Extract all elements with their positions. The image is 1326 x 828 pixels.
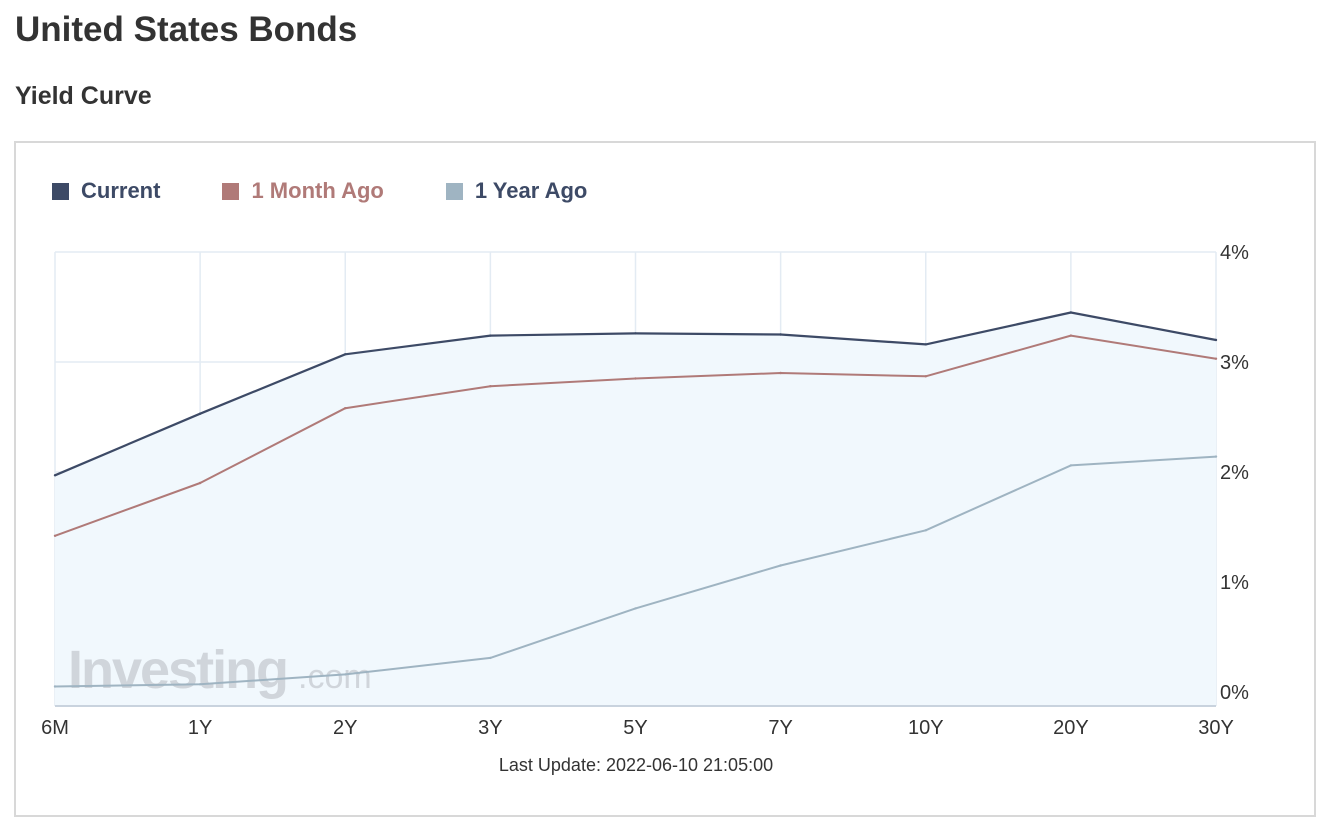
lines-layer [53, 311, 1218, 688]
legend-swatch-1-year-ago [445, 182, 463, 200]
point-current-2y [344, 353, 347, 356]
y-tick-label-1pct: 1% [1220, 572, 1249, 594]
chart-legend: Current 1 Month Ago 1 Year Ago [52, 178, 649, 204]
section-title: Yield Curve [15, 82, 152, 110]
area-layer [55, 312, 1216, 706]
axis-layer: 6M 1Y 2Y 3Y 5Y 7Y 10Y 20Y 30Y 0% 1% 2% 3% 4% [41, 242, 1249, 739]
watermark-logo: Investing [68, 640, 287, 700]
point-current-5y [634, 332, 637, 335]
area-current [55, 312, 1216, 706]
point-current-1y [198, 412, 202, 415]
page-title: United States Bonds [15, 10, 358, 49]
point-1-year-ago-2y [344, 673, 347, 676]
x-tick-label-3y: 3Y [478, 717, 502, 739]
point-current-7y [779, 333, 782, 336]
point-current-6m [53, 474, 57, 477]
legend-item-1-month-ago[interactable]: 1 Month Ago [222, 178, 384, 204]
y-tick-label-0pct: 0% [1220, 682, 1249, 704]
point-current-10y [924, 343, 927, 346]
x-tick-label-30y: 30Y [1198, 717, 1234, 739]
y-tick-label-2pct: 2% [1220, 462, 1249, 484]
x-tick-label-7y: 7Y [768, 717, 792, 739]
last-update-text: Last Update: 2022-06-10 21:05:00 [498, 755, 774, 775]
legend-label-1-month-ago: 1 Month Ago [251, 178, 384, 203]
x-tick-label-2y: 2Y [333, 717, 357, 739]
x-tick-label-20y: 20Y [1053, 717, 1089, 739]
point-1-month-ago-20y [1069, 334, 1073, 337]
point-1-year-ago-1y [198, 683, 202, 686]
x-tick-label-6m: 6M [41, 717, 69, 739]
legend-label-1-year-ago: 1 Year Ago [474, 178, 588, 203]
point-1-year-ago-10y [924, 529, 927, 532]
chart-container [14, 141, 1316, 817]
point-current-3y [489, 334, 492, 337]
point-1-year-ago-7y [779, 564, 782, 567]
legend-item-current[interactable]: Current [52, 178, 160, 204]
point-current-30y [1214, 338, 1218, 342]
y-tick-label-3pct: 3% [1220, 352, 1249, 374]
point-1-month-ago-5y [634, 377, 637, 380]
point-current-20y [1069, 311, 1073, 314]
legend-swatch-current [52, 182, 69, 200]
y-tick-label-4pct: 4% [1220, 242, 1249, 264]
point-1-year-ago-20y [1069, 464, 1073, 467]
legend-label-current: Current [81, 178, 161, 203]
legend-swatch-1-month-ago [222, 182, 240, 200]
point-1-month-ago-3y [489, 385, 492, 388]
watermark: Investing .com [68, 640, 372, 700]
point-1-month-ago-2y [344, 407, 347, 410]
point-1-year-ago-3y [489, 656, 492, 660]
point-1-month-ago-1y [198, 481, 202, 485]
x-tick-label-5y: 5Y [623, 717, 647, 739]
x-tick-label-10y: 10Y [908, 717, 944, 739]
point-1-month-ago-7y [779, 371, 782, 375]
x-tick-label-1y: 1Y [188, 717, 212, 739]
point-1-year-ago-6m [53, 685, 57, 688]
point-1-year-ago-5y [634, 607, 637, 610]
point-1-month-ago-10y [924, 375, 927, 378]
point-1-year-ago-30y [1214, 455, 1218, 458]
point-1-month-ago-6m [53, 534, 57, 537]
legend-item-1-year-ago[interactable]: 1 Year Ago [445, 178, 588, 204]
point-1-month-ago-30y [1214, 357, 1218, 360]
